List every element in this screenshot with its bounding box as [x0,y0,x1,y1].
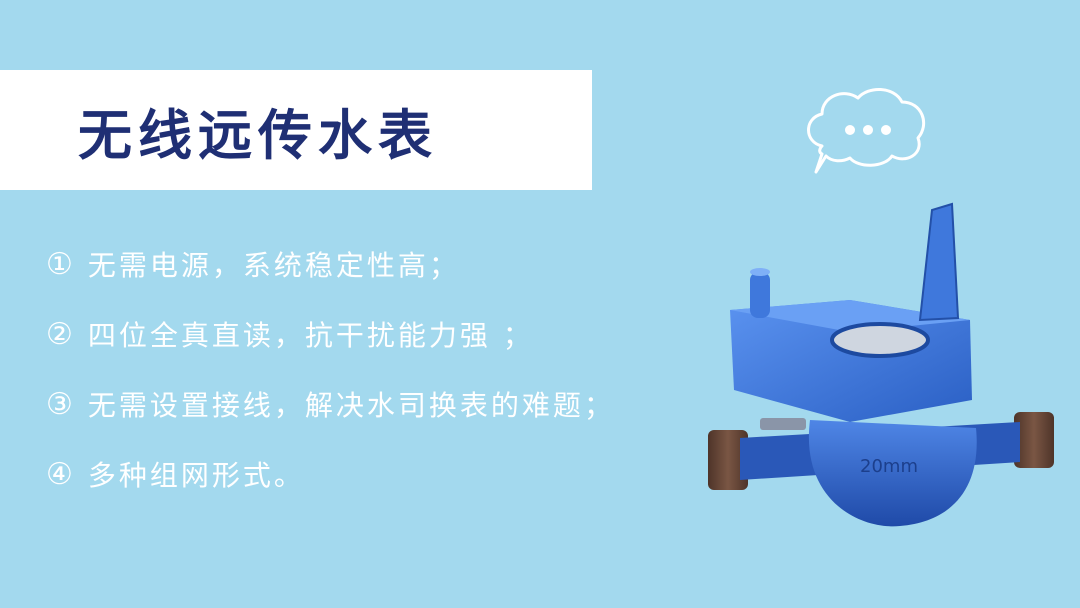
feature-number: ③ [46,386,76,422]
water-meter-image: 20mm [708,202,1054,527]
feature-item: ④ 多种组网形式。 [46,455,615,493]
feature-text: 无需电源，系统稳定性高； [87,249,460,282]
feature-text: 无需设置接线，解决水司换表的难题； [87,389,615,422]
page-title: 无线远传水表 [78,103,438,167]
feature-list: ① 无需电源，系统稳定性高； ② 四位全真直读，抗干扰能力强 ； ③ 无需设置接… [46,245,615,525]
feature-text: 多种组网形式。 [87,459,305,492]
feature-item: ① 无需电源，系统稳定性高； [46,245,615,283]
feature-number: ② [46,316,76,352]
feature-number: ④ [46,456,76,492]
feature-text: 四位全真直读，抗干扰能力强 ； [87,319,534,352]
feature-number: ① [46,246,76,282]
feature-item: ③ 无需设置接线，解决水司换表的难题； [46,385,615,423]
title-banner: 无线远传水表 [0,70,592,190]
speech-bubble-icon [807,88,925,174]
feature-item: ② 四位全真直读，抗干扰能力强 ； [46,315,615,353]
meter-size-label: 20mm [860,456,918,477]
